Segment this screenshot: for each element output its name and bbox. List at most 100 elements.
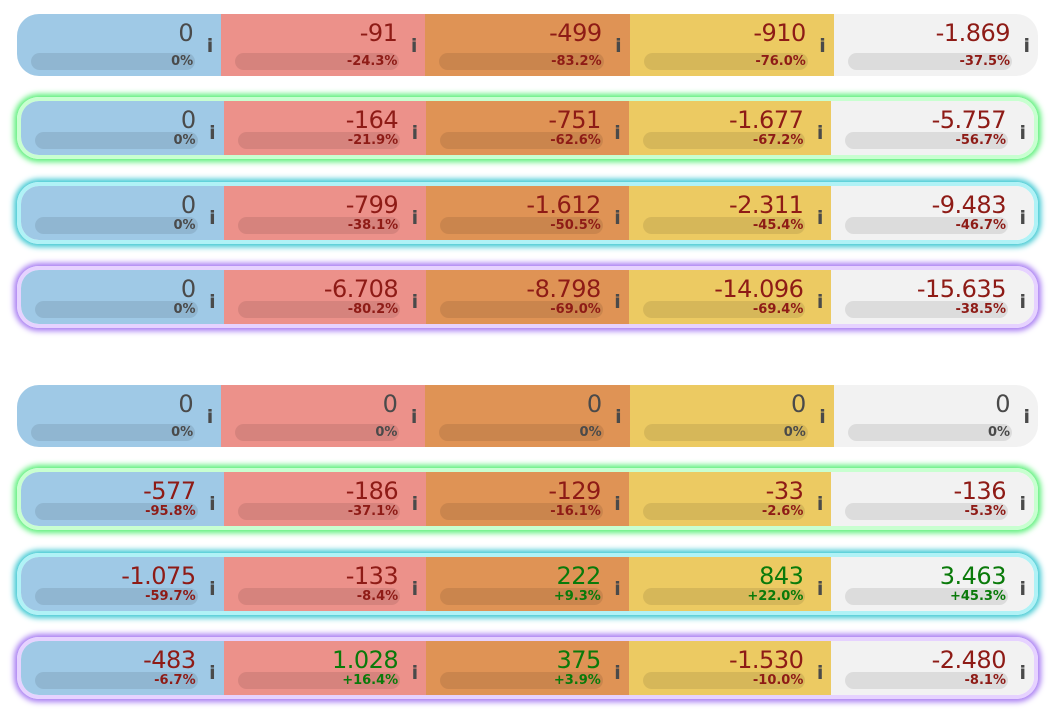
info-icon[interactable]: i (209, 578, 216, 600)
info-icon[interactable]: i (209, 122, 216, 144)
stat-value: -1.075 (121, 562, 196, 590)
info-icon[interactable]: i (614, 207, 621, 229)
info-icon[interactable]: i (411, 122, 419, 144)
info-icon[interactable]: i (1019, 493, 1026, 515)
stat-cell: -8.798 -69.0% i (426, 270, 629, 324)
info-icon[interactable]: i (819, 406, 826, 428)
stat-cell: 0 0% i (629, 385, 834, 447)
stat-bar-track (237, 672, 401, 689)
stat-bar-track (642, 672, 806, 689)
info-icon[interactable]: i (816, 662, 824, 684)
stat-cell: 222 +9.3% i (426, 557, 629, 611)
stat-cell: -2.311 -45.4% i (628, 186, 832, 240)
stat-bar-track (35, 301, 198, 318)
stat-percent: -59.7% (145, 589, 196, 604)
stat-value: -1.869 (935, 19, 1011, 47)
info-icon[interactable]: i (615, 35, 622, 57)
info-icon[interactable]: i (1023, 406, 1031, 428)
info-icon[interactable]: i (816, 207, 824, 229)
stat-percent: +22.0% (747, 589, 804, 604)
stat-percent: 0% (171, 54, 194, 69)
stat-bar-track (237, 503, 401, 520)
info-icon[interactable]: i (209, 662, 216, 684)
stat-value: 222 (556, 562, 601, 590)
info-icon[interactable]: i (819, 35, 826, 57)
info-icon[interactable]: i (1019, 207, 1026, 229)
stat-percent: -10.0% (752, 673, 804, 688)
info-icon[interactable]: i (816, 493, 824, 515)
stat-value: -164 (345, 106, 399, 134)
stat-cell: -483 -6.7% i (21, 641, 224, 695)
stat-bar-track (440, 132, 603, 149)
stat-percent: -45.4% (752, 218, 804, 233)
stat-row: -1.075 -59.7% i -133 -8.4% i 222 +9.3% i 843 +22.0… (17, 553, 1038, 615)
stat-cell: -14.096 -69.4% i (628, 270, 832, 324)
stat-percent: -80.2% (347, 302, 399, 317)
info-icon[interactable]: i (411, 207, 419, 229)
stat-row: 0 0% i -164 -21.9% i -751 -62.6% i -1.677 -67.2% i -… (17, 97, 1038, 159)
info-icon[interactable]: i (411, 578, 419, 600)
stat-bar-track (35, 588, 198, 605)
stat-value: 0 (791, 390, 806, 418)
info-icon[interactable]: i (614, 578, 621, 600)
stat-percent: -83.2% (551, 54, 602, 69)
stat-percent: -5.3% (964, 504, 1006, 519)
info-icon[interactable]: i (614, 122, 621, 144)
info-icon[interactable]: i (410, 406, 418, 428)
stat-value: 0 (178, 390, 194, 418)
stat-value: -133 (345, 562, 399, 590)
info-icon[interactable]: i (209, 207, 216, 229)
stat-value: 3.463 (939, 562, 1007, 590)
stat-bar-track (35, 672, 198, 689)
stat-cell: 3.463 +45.3% i (831, 557, 1034, 611)
stat-cell: -33 -2.6% i (628, 472, 832, 526)
info-icon[interactable]: i (816, 578, 824, 600)
stat-cell: 843 +22.0% i (628, 557, 832, 611)
stat-value: 843 (759, 562, 804, 590)
stat-cell: 0 0% i (21, 270, 224, 324)
info-icon[interactable]: i (816, 291, 824, 313)
info-icon[interactable]: i (411, 662, 419, 684)
info-icon[interactable]: i (411, 291, 419, 313)
stat-value: -186 (345, 477, 399, 505)
info-icon[interactable]: i (410, 35, 418, 57)
stat-percent: -38.5% (955, 302, 1006, 317)
info-icon[interactable]: i (1019, 122, 1026, 144)
info-icon[interactable]: i (209, 493, 216, 515)
stat-value: 0 (586, 390, 602, 418)
info-icon[interactable]: i (206, 406, 214, 428)
info-icon[interactable]: i (209, 291, 216, 313)
stat-percent: 0% (173, 218, 196, 233)
info-icon[interactable]: i (411, 493, 419, 515)
info-icon[interactable]: i (1019, 662, 1026, 684)
stat-value: 0 (382, 390, 398, 418)
stat-value: -6.708 (323, 275, 399, 303)
stat-bar-track (35, 217, 198, 234)
info-icon[interactable]: i (1023, 35, 1031, 57)
stat-value: -33 (765, 477, 804, 505)
info-icon[interactable]: i (615, 406, 622, 428)
stat-percent: -56.7% (955, 133, 1006, 148)
stat-cell: -2.480 -8.1% i (831, 641, 1034, 695)
info-icon[interactable]: i (206, 35, 214, 57)
info-icon[interactable]: i (614, 662, 621, 684)
stat-cell: 0 0% i (17, 385, 222, 447)
stat-bar-track (31, 424, 196, 441)
stat-bar-track (237, 217, 401, 234)
stat-cell: -1.530 -10.0% i (628, 641, 832, 695)
info-icon[interactable]: i (614, 291, 621, 313)
stat-cell: -1.869 -37.5% i (833, 14, 1038, 76)
stat-cell: 1.028 +16.4% i (223, 641, 427, 695)
info-icon[interactable]: i (1019, 291, 1026, 313)
stat-bar-track (642, 301, 806, 318)
stat-percent: -6.7% (154, 673, 196, 688)
stat-row: -483 -6.7% i 1.028 +16.4% i 375 +3.9% i -1.530 -10… (17, 637, 1038, 699)
info-icon[interactable]: i (816, 122, 824, 144)
stat-percent: -8.1% (964, 673, 1006, 688)
stat-bar-track (642, 503, 806, 520)
info-icon[interactable]: i (614, 493, 621, 515)
info-icon[interactable]: i (1019, 578, 1026, 600)
stat-cell: -910 -76.0% i (629, 14, 834, 76)
stat-cell: -1.677 -67.2% i (628, 101, 832, 155)
stat-percent: -76.0% (755, 54, 806, 69)
